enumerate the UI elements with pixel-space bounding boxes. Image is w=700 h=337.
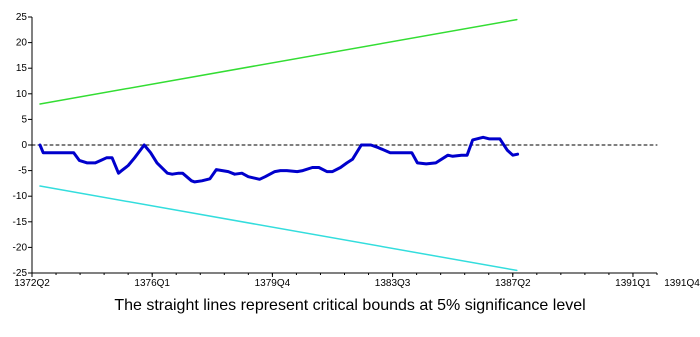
x-tick-label: 1372Q2 <box>14 278 50 289</box>
cusum-line <box>38 135 520 184</box>
x-tick-label: 1383Q3 <box>375 278 411 289</box>
y-tick-label: -25 <box>13 268 28 279</box>
x-tick-label: 1376Q1 <box>134 278 170 289</box>
upper-bound-line <box>39 18 518 105</box>
y-ticks: 25 20 15 10 5 0 -5 -10 -15 -20 -25 <box>13 12 32 279</box>
x-ticks: 1372Q2 1376Q1 1379Q4 1383Q3 1387Q2 1391Q1 1391… <box>14 273 700 289</box>
y-tick-label: 25 <box>16 12 28 23</box>
x-tick-label: 1391Q1 <box>615 278 651 289</box>
x-tick-label: 1391Q4 <box>664 278 700 289</box>
x-tick-label: 1387Q2 <box>495 278 531 289</box>
chart-caption: The straight lines represent critical bo… <box>114 297 586 314</box>
y-tick-label: -5 <box>18 166 27 177</box>
series <box>31 18 658 272</box>
x-tick-label: 1379Q4 <box>255 278 291 289</box>
y-tick-label: 5 <box>21 114 27 125</box>
y-tick-label: 0 <box>21 140 27 151</box>
y-tick-label: 15 <box>16 63 28 74</box>
lower-bound-line <box>39 185 518 272</box>
y-tick-label: 20 <box>16 38 28 49</box>
y-tick-label: -20 <box>13 242 28 253</box>
y-tick-label: -15 <box>13 217 28 228</box>
y-tick-label: 10 <box>16 89 28 100</box>
y-tick-label: -10 <box>13 191 28 202</box>
